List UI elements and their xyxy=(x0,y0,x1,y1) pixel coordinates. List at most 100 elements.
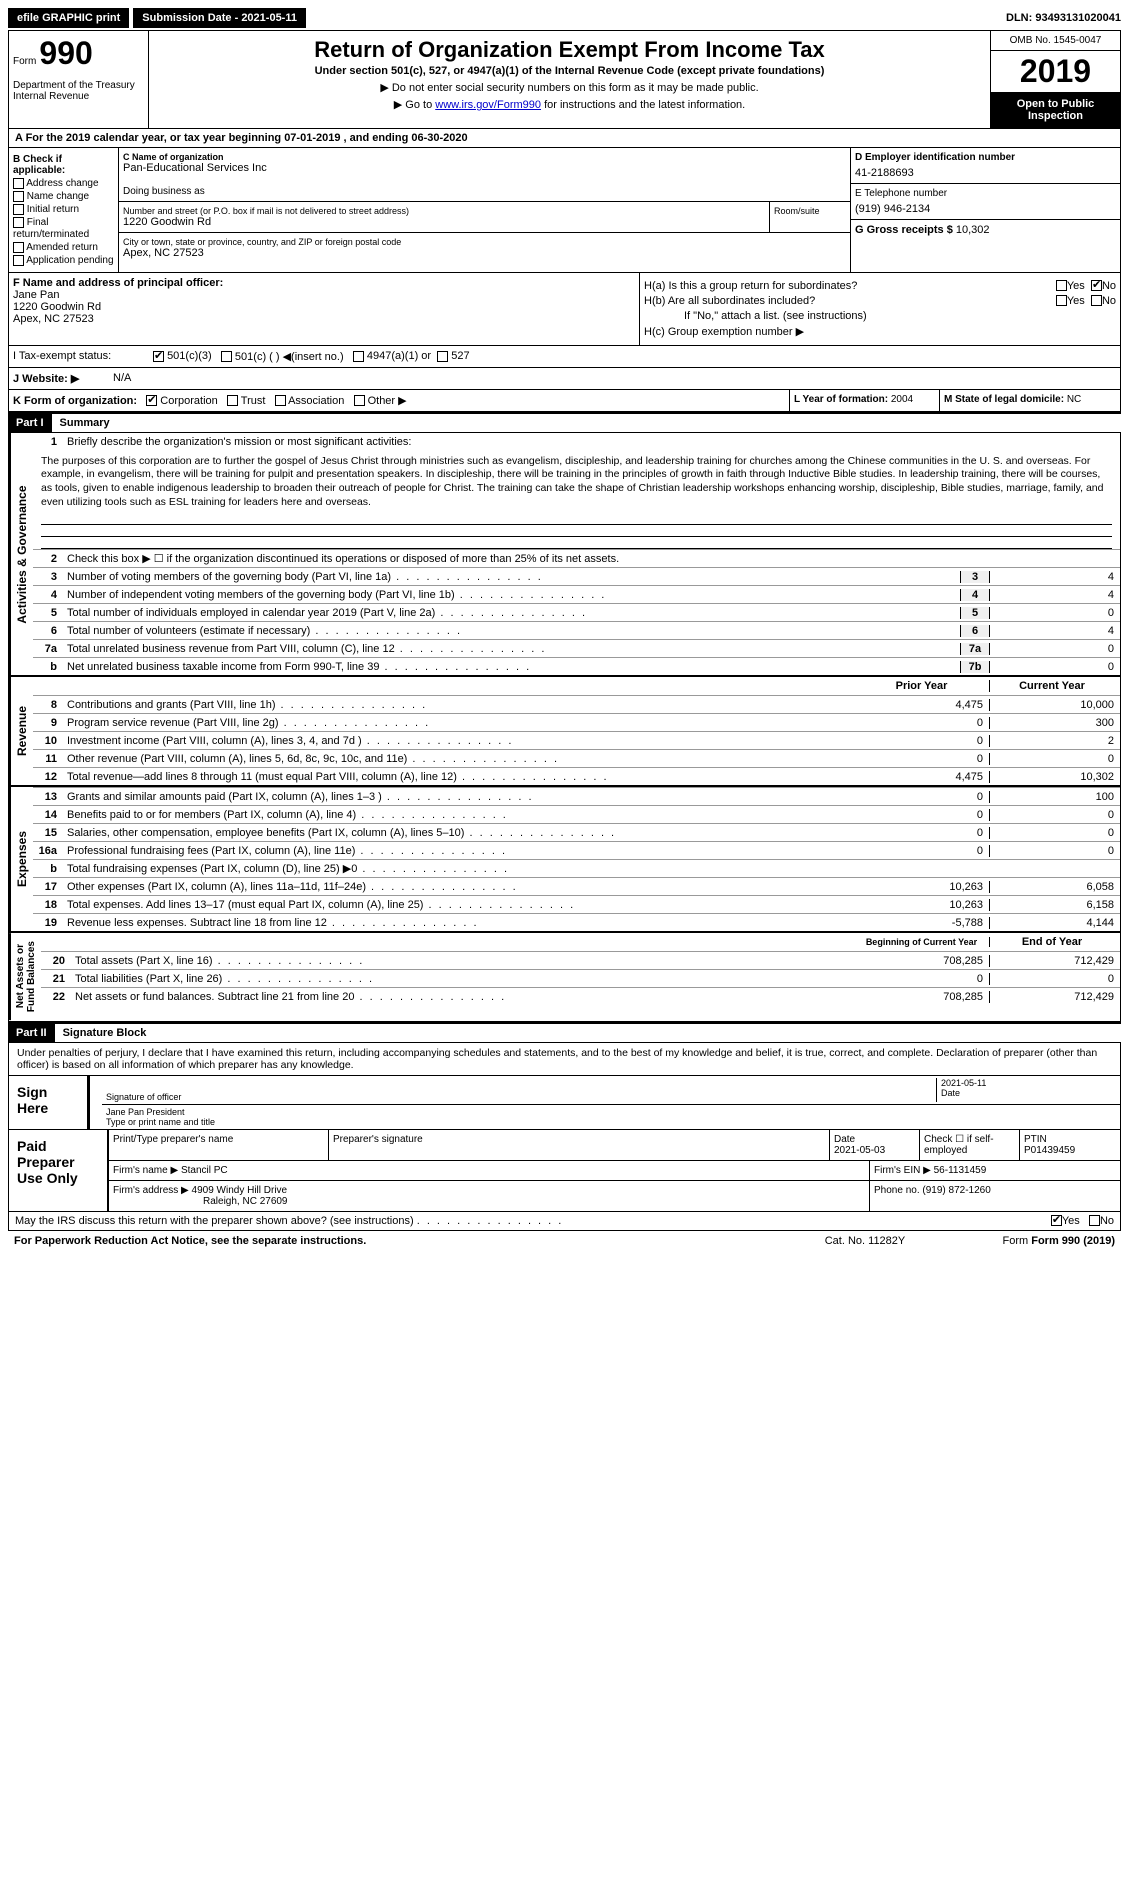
part1-header-row: Part I Summary xyxy=(8,412,1121,432)
chk-association[interactable] xyxy=(275,395,286,406)
line-18: 18Total expenses. Add lines 13–17 (must … xyxy=(33,895,1120,913)
mission-text: The purposes of this corporation are to … xyxy=(33,451,1120,514)
firm-name: Firm's name ▶ Stancil PC xyxy=(109,1161,870,1180)
form-label: Form xyxy=(13,56,36,67)
line-17: 17Other expenses (Part IX, column (A), l… xyxy=(33,877,1120,895)
chk-501c[interactable] xyxy=(221,351,232,362)
prep-date: Date2021-05-03 xyxy=(830,1130,920,1160)
paid-preparer-label: Paid Preparer Use Only xyxy=(9,1130,109,1211)
box-e-phone: E Telephone number (919) 946-2134 xyxy=(851,184,1120,220)
box-hc: H(c) Group exemption number ▶ xyxy=(644,325,1116,338)
chk-ha-no[interactable] xyxy=(1091,280,1102,291)
chk-ha-yes[interactable] xyxy=(1056,280,1067,291)
row-j-website: J Website: ▶ N/A xyxy=(8,368,1121,390)
line-13: 13Grants and similar amounts paid (Part … xyxy=(33,787,1120,805)
line-22: 22Net assets or fund balances. Subtract … xyxy=(41,987,1120,1005)
chk-name-change[interactable]: Name change xyxy=(13,191,114,202)
box-g-receipts: G Gross receipts $ 10,302 xyxy=(851,220,1120,240)
form-number: 990 xyxy=(39,35,92,71)
part2-header: Part II xyxy=(8,1024,55,1042)
declaration-text: Under penalties of perjury, I declare th… xyxy=(9,1043,1120,1075)
chk-final-return[interactable]: Final return/terminated xyxy=(13,217,114,239)
summary-line-7a: 7aTotal unrelated business revenue from … xyxy=(33,639,1120,657)
chk-501c3[interactable] xyxy=(153,351,164,362)
line-10: 10Investment income (Part VIII, column (… xyxy=(33,731,1120,749)
line-11: 11Other revenue (Part VIII, column (A), … xyxy=(33,749,1120,767)
line-8: 8Contributions and grants (Part VIII, li… xyxy=(33,695,1120,713)
chk-amended-return[interactable]: Amended return xyxy=(13,242,114,253)
box-c-name: C Name of organization Pan-Educational S… xyxy=(119,148,850,202)
box-l-year: L Year of formation: 2004 xyxy=(790,390,940,411)
chk-discuss-yes[interactable] xyxy=(1051,1215,1062,1226)
box-f-officer: F Name and address of principal officer:… xyxy=(9,273,640,345)
row-a-tax-year: A For the 2019 calendar year, or tax yea… xyxy=(8,129,1121,148)
box-m-state: M State of legal domicile: NC xyxy=(940,390,1120,411)
line-21: 21Total liabilities (Part X, line 26)00 xyxy=(41,969,1120,987)
box-hb: H(b) Are all subordinates included? Yes … xyxy=(644,295,1116,307)
part1-header: Part I xyxy=(8,414,52,432)
summary-line-3: 3Number of voting members of the governi… xyxy=(33,567,1120,585)
chk-527[interactable] xyxy=(437,351,448,362)
sign-here-label: Sign Here xyxy=(9,1076,89,1129)
chk-address-change[interactable]: Address change xyxy=(13,178,114,189)
chk-hb-yes[interactable] xyxy=(1056,295,1067,306)
box-c-street: Number and street (or P.O. box if mail i… xyxy=(119,202,770,232)
chk-discuss-no[interactable] xyxy=(1089,1215,1100,1226)
chk-hb-no[interactable] xyxy=(1091,295,1102,306)
efile-button[interactable]: efile GRAPHIC print xyxy=(8,8,129,28)
box-ha: H(a) Is this a group return for subordin… xyxy=(644,280,1116,292)
box-c-city: City or town, state or province, country… xyxy=(119,233,850,263)
row-klm: K Form of organization: Corporation Trus… xyxy=(8,390,1121,412)
vlabel-revenue: Revenue xyxy=(9,677,33,785)
form-note2: ▶ Go to www.irs.gov/Form990 for instruct… xyxy=(155,98,984,111)
vlabel-netassets: Net Assets or Fund Balances xyxy=(9,933,41,1020)
box-c-room: Room/suite xyxy=(770,202,850,232)
vlabel-expenses: Expenses xyxy=(9,787,33,931)
discuss-row: May the IRS discuss this return with the… xyxy=(8,1212,1121,1231)
signature-block: Under penalties of perjury, I declare th… xyxy=(8,1042,1121,1212)
part2-title: Signature Block xyxy=(55,1024,155,1042)
row-i-tax-status: I Tax-exempt status: 501(c)(3) 501(c) ( … xyxy=(8,346,1121,368)
vlabel-activities: Activities & Governance xyxy=(9,433,33,676)
chk-corporation[interactable] xyxy=(146,395,157,406)
chk-trust[interactable] xyxy=(227,395,238,406)
line-16a: 16aProfessional fundraising fees (Part I… xyxy=(33,841,1120,859)
prep-self-emp: Check ☐ if self-employed xyxy=(920,1130,1020,1160)
submission-date-button[interactable]: Submission Date - 2021-05-11 xyxy=(133,8,306,28)
org-name: Pan-Educational Services Inc xyxy=(123,162,846,174)
line-15: 15Salaries, other compensation, employee… xyxy=(33,823,1120,841)
irs-link[interactable]: www.irs.gov/Form990 xyxy=(435,99,541,111)
chk-initial-return[interactable]: Initial return xyxy=(13,204,114,215)
line-20: 20Total assets (Part X, line 16)708,2857… xyxy=(41,951,1120,969)
line-b: bTotal fundraising expenses (Part IX, co… xyxy=(33,859,1120,877)
dept-label: Department of the Treasury Internal Reve… xyxy=(13,80,144,102)
tax-year: 2019 xyxy=(991,51,1120,92)
line-12: 12Total revenue—add lines 8 through 11 (… xyxy=(33,767,1120,785)
summary-line-4: 4Number of independent voting members of… xyxy=(33,585,1120,603)
part1-section: Activities & Governance 1Briefly describ… xyxy=(8,432,1121,1022)
sig-name-line: Jane Pan PresidentType or print name and… xyxy=(106,1107,1116,1127)
part1-title: Summary xyxy=(52,414,118,432)
prep-sig: Preparer's signature xyxy=(329,1130,830,1160)
chk-4947[interactable] xyxy=(353,351,364,362)
box-d-ein: D Employer identification number 41-2188… xyxy=(851,148,1120,184)
sig-date-line: 2021-05-11Date xyxy=(936,1078,1116,1102)
topbar: efile GRAPHIC print Submission Date - 20… xyxy=(8,8,1121,28)
omb-number: OMB No. 1545-0047 xyxy=(991,31,1120,51)
firm-phone: Phone no. (919) 872-1260 xyxy=(870,1181,1120,1211)
box-b: B Check if applicable: Address change Na… xyxy=(9,148,119,272)
identity-grid: B Check if applicable: Address change Na… xyxy=(8,148,1121,273)
form-note1: ▶ Do not enter social security numbers o… xyxy=(155,81,984,94)
row-f-h: F Name and address of principal officer:… xyxy=(8,273,1121,346)
firm-addr: Firm's address ▶ 4909 Windy Hill Drive R… xyxy=(109,1181,870,1211)
line-14: 14Benefits paid to or for members (Part … xyxy=(33,805,1120,823)
prep-ptin: PTINP01439459 xyxy=(1020,1130,1120,1160)
firm-ein: Firm's EIN ▶ 56-1131459 xyxy=(870,1161,1120,1180)
line-19: 19Revenue less expenses. Subtract line 1… xyxy=(33,913,1120,931)
chk-other[interactable] xyxy=(354,395,365,406)
form-title: Return of Organization Exempt From Incom… xyxy=(155,37,984,63)
chk-application-pending[interactable]: Application pending xyxy=(13,255,114,266)
form-header: Form 990 Department of the Treasury Inte… xyxy=(8,30,1121,129)
summary-line-5: 5Total number of individuals employed in… xyxy=(33,603,1120,621)
summary-line-6: 6Total number of volunteers (estimate if… xyxy=(33,621,1120,639)
